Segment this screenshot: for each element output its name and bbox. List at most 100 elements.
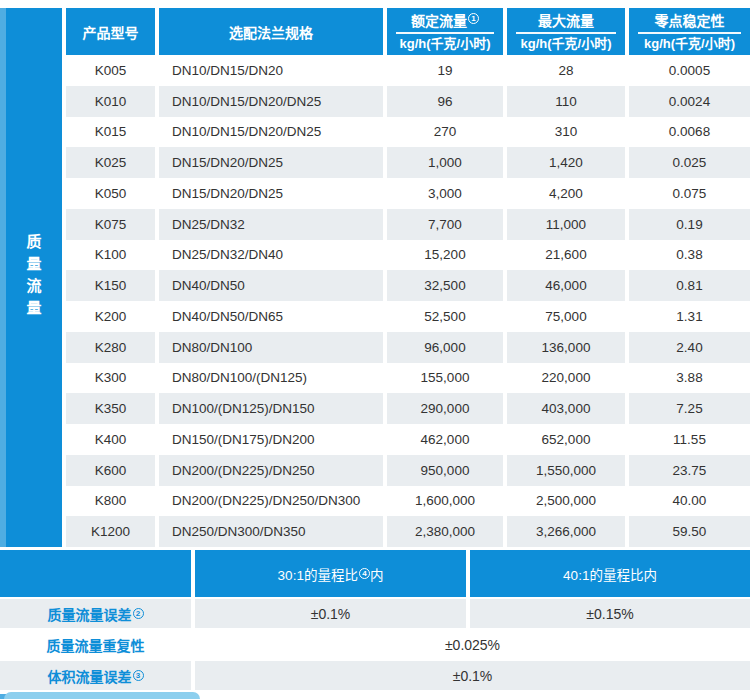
cell-max-flow: 403,000	[507, 393, 625, 424]
cell-zero-stability: 40.00	[629, 486, 750, 517]
cell-rated-flow: 290,000	[387, 393, 503, 424]
cell-rated-flow: 462,000	[387, 424, 503, 455]
sidebar-mass-flow: 质量流量	[0, 8, 62, 547]
cell-flange: DN200/(DN225)/DN250	[159, 455, 383, 486]
column-header-title: 额定流量1	[396, 13, 494, 34]
cell-flange: DN40/DN50/DN65	[159, 301, 383, 332]
cell-model: K300	[66, 363, 155, 394]
column-header-max-flow: 最大流量 kg/h(千克/小时)	[507, 8, 625, 55]
cell-zero-stability: 0.0024	[629, 86, 750, 117]
cell-max-flow: 310	[507, 117, 625, 148]
cell-rated-flow: 1,600,000	[387, 486, 503, 517]
cell-zero-stability: 0.075	[629, 178, 750, 209]
label-text: 质量流量重复性	[47, 635, 145, 655]
accuracy-section: 30:1的量程比4内 40:1的量程比内 质量流量误差2 ±0.1% ±0.15…	[0, 550, 750, 690]
cell-rated-flow: 7,700	[387, 209, 503, 240]
label-text: 质量流量误差	[48, 604, 132, 624]
header-title-text: 额定流量	[411, 13, 467, 29]
column-header-unit: kg/h(千克/小时)	[644, 36, 735, 52]
cell-model: K1200	[66, 516, 155, 547]
cell-rated-flow: 1,000	[387, 147, 503, 178]
accuracy-band-turndown-40: 40:1的量程比内	[470, 550, 750, 597]
column-header-title: 最大流量	[516, 13, 616, 34]
repeatability-label: 质量流量重复性	[0, 630, 191, 659]
cell-flange: DN10/DN15/DN20/DN25	[159, 117, 383, 148]
volume-flow-error-value: ±0.1%	[195, 661, 750, 690]
cell-flange: DN100/(DN125)/DN150	[159, 393, 383, 424]
datasheet-page: 质量流量 产品型号 选配法兰规格 额定流量1 kg/h(千克/小时) 最大流量 …	[0, 0, 750, 699]
cell-rated-flow: 96,000	[387, 332, 503, 363]
cell-model: K075	[66, 209, 155, 240]
cell-model: K400	[66, 424, 155, 455]
cell-rated-flow: 52,500	[387, 301, 503, 332]
cell-max-flow: 110	[507, 86, 625, 117]
mass-flow-error-label: 质量流量误差2	[0, 599, 191, 628]
band-text: 30:1的量程比	[278, 564, 358, 584]
cell-max-flow: 136,000	[507, 332, 625, 363]
cell-model: K025	[66, 147, 155, 178]
cell-flange: DN15/DN20/DN25	[159, 178, 383, 209]
cell-zero-stability: 23.75	[629, 455, 750, 486]
accuracy-band-corner	[0, 550, 191, 597]
label-text: 体积流量误差	[48, 666, 132, 686]
cell-rated-flow: 19	[387, 55, 503, 86]
cell-max-flow: 1,550,000	[507, 455, 625, 486]
cell-flange: DN25/DN32	[159, 209, 383, 240]
cell-model: K100	[66, 240, 155, 271]
cell-model: K150	[66, 270, 155, 301]
cell-model: K005	[66, 55, 155, 86]
cell-zero-stability: 7.25	[629, 393, 750, 424]
cell-rated-flow: 270	[387, 117, 503, 148]
cell-model: K015	[66, 117, 155, 148]
cell-rated-flow: 950,000	[387, 455, 503, 486]
column-header-unit: kg/h(千克/小时)	[400, 36, 491, 52]
footnote-1-marker: 1	[468, 13, 479, 24]
cell-model: K200	[66, 301, 155, 332]
cell-rated-flow: 15,200	[387, 240, 503, 271]
repeatability-value: ±0.025%	[195, 630, 750, 659]
cell-model: K010	[66, 86, 155, 117]
cell-rated-flow: 96	[387, 86, 503, 117]
cell-flange: DN80/DN100/(DN125)	[159, 363, 383, 394]
cell-max-flow: 1,420	[507, 147, 625, 178]
cell-model: K800	[66, 486, 155, 517]
cell-flange: DN150/(DN175)/DN200	[159, 424, 383, 455]
cell-model: K280	[66, 332, 155, 363]
cell-flange: DN15/DN20/DN25	[159, 147, 383, 178]
cell-zero-stability: 2.40	[629, 332, 750, 363]
footnote-4-marker: 4	[359, 568, 370, 579]
cell-max-flow: 11,000	[507, 209, 625, 240]
footnote-3-marker: 3	[133, 670, 144, 681]
cell-zero-stability: 11.55	[629, 424, 750, 455]
sidebar-label: 质量流量	[19, 234, 44, 322]
cell-flange: DN200/(DN225)/DN250/DN300	[159, 486, 383, 517]
cell-zero-stability: 0.0005	[629, 55, 750, 86]
cell-zero-stability: 0.38	[629, 240, 750, 271]
column-header-unit: kg/h(千克/小时)	[521, 36, 612, 52]
cell-flange: DN40/DN50	[159, 270, 383, 301]
cell-zero-stability: 3.88	[629, 363, 750, 394]
cell-max-flow: 28	[507, 55, 625, 86]
cell-flange: DN10/DN15/DN20	[159, 55, 383, 86]
cell-rated-flow: 3,000	[387, 178, 503, 209]
cell-max-flow: 652,000	[507, 424, 625, 455]
cell-rated-flow: 2,380,000	[387, 516, 503, 547]
cell-zero-stability: 0.81	[629, 270, 750, 301]
accuracy-band-turndown-30: 30:1的量程比4内	[195, 550, 466, 597]
footnote-2-marker: 2	[133, 608, 144, 619]
cell-max-flow: 3,266,000	[507, 516, 625, 547]
cell-max-flow: 220,000	[507, 363, 625, 394]
cell-max-flow: 21,600	[507, 240, 625, 271]
mass-flow-error-30: ±0.1%	[195, 599, 466, 628]
cell-rated-flow: 155,000	[387, 363, 503, 394]
cell-zero-stability: 59.50	[629, 516, 750, 547]
cell-rated-flow: 32,500	[387, 270, 503, 301]
cell-max-flow: 4,200	[507, 178, 625, 209]
band-text: 40:1的量程比内	[563, 564, 657, 584]
cell-flange: DN25/DN32/DN40	[159, 240, 383, 271]
cell-flange: DN80/DN100	[159, 332, 383, 363]
column-header-title: 零点稳定性	[638, 13, 741, 34]
mass-flow-error-40: ±0.15%	[470, 599, 750, 628]
column-header-rated-flow: 额定流量1 kg/h(千克/小时)	[387, 8, 503, 55]
cell-model: K350	[66, 393, 155, 424]
